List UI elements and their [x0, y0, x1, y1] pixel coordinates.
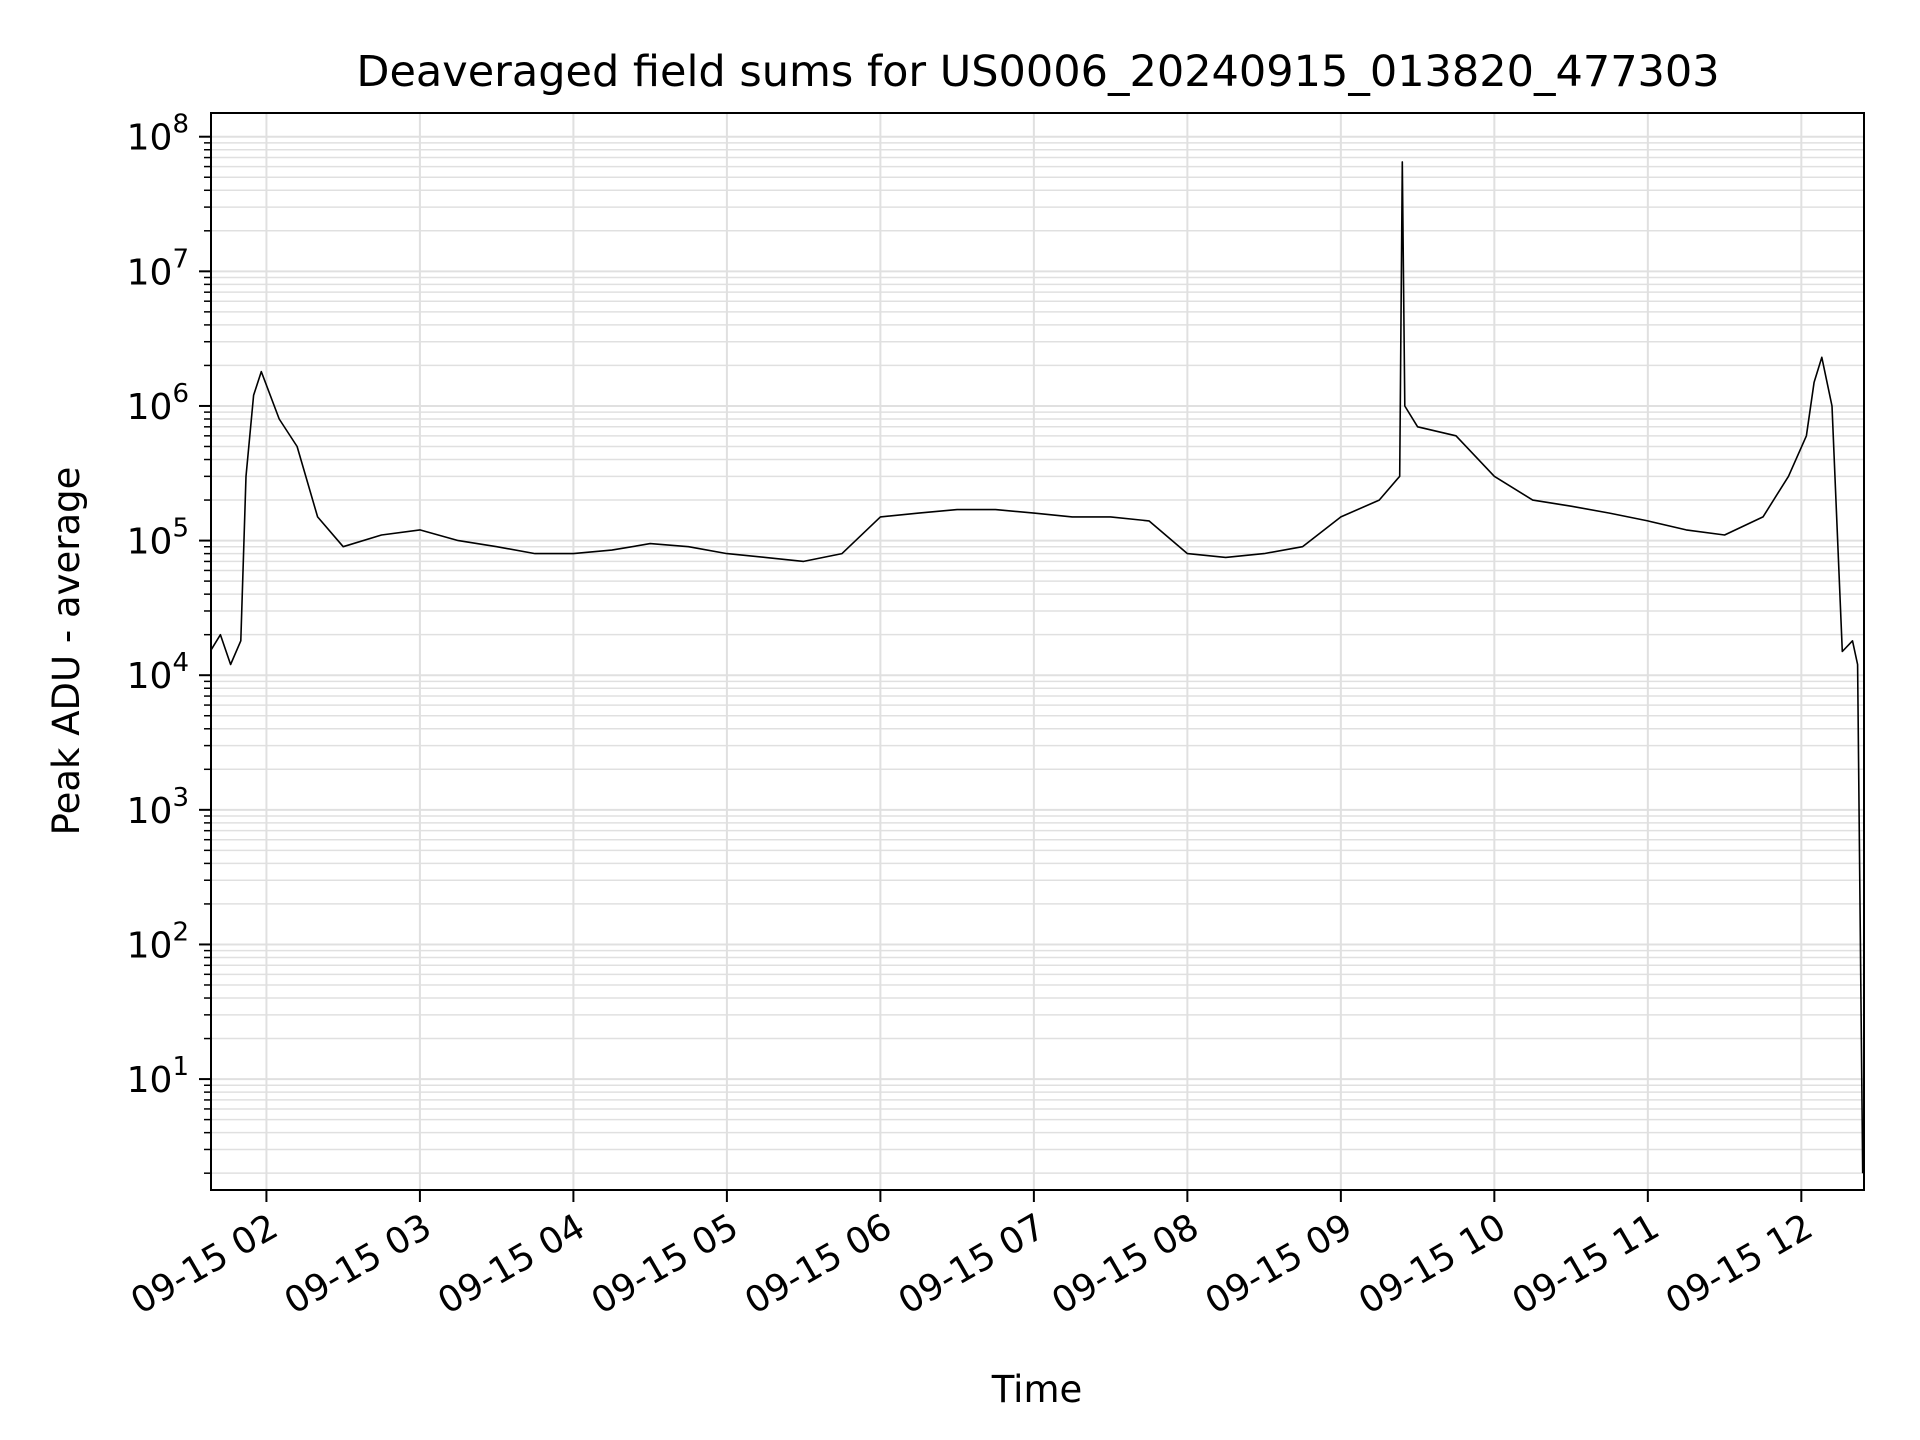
y-tick-base: 10	[127, 252, 173, 293]
y-tick-exponent: 3	[172, 783, 189, 813]
x-axis-label: Time	[991, 1368, 1083, 1411]
y-tick-exponent: 4	[172, 648, 189, 678]
y-tick-base: 10	[127, 1060, 173, 1101]
y-tick-label: 107	[127, 244, 189, 293]
plot-area-frame	[210, 112, 1865, 1191]
y-tick-label: 101	[127, 1052, 189, 1101]
y-axis-label: Peak ADU - average	[45, 467, 88, 836]
y-tick-label: 108	[127, 110, 189, 159]
y-tick-exponent: 7	[172, 244, 189, 274]
y-tick-label: 104	[127, 648, 189, 697]
y-tick-exponent: 6	[172, 379, 189, 409]
y-tick-base: 10	[127, 118, 173, 159]
y-tick-exponent: 1	[172, 1052, 189, 1082]
y-tick-exponent: 5	[172, 514, 189, 544]
y-tick-label: 102	[127, 917, 189, 966]
y-tick-label: 106	[127, 379, 189, 428]
y-tick-exponent: 8	[172, 110, 189, 140]
y-tick-base: 10	[127, 925, 173, 966]
y-tick-base: 10	[127, 656, 173, 697]
chart-title: Deaveraged field sums for US0006_2024091…	[356, 47, 1719, 97]
y-tick-base: 10	[127, 791, 173, 832]
series-line	[211, 161, 1864, 1174]
data-series	[211, 161, 1864, 1174]
y-tick-base: 10	[127, 387, 173, 428]
y-tick-label: 105	[127, 514, 189, 563]
y-tick-exponent: 2	[172, 917, 189, 947]
grid-lines	[211, 113, 1864, 1190]
y-tick-label: 103	[127, 783, 189, 832]
y-tick-base: 10	[127, 522, 173, 563]
